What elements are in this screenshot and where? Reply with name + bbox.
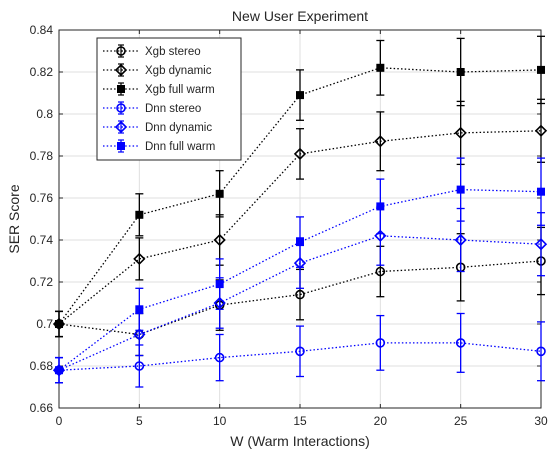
data-point-xgb-stereo: [375, 266, 386, 277]
data-point-xgb-full-warm: [376, 63, 385, 72]
error-bar-xgb-dynamic: [296, 128, 304, 180]
legend-label: Dnn dynamic: [145, 122, 212, 134]
data-point-dnn-stereo: [455, 338, 466, 348]
legend-item-dnn-dynamic: Dnn dynamic: [103, 120, 212, 134]
x-tick-label: 20: [374, 414, 388, 428]
data-point-xgb-stereo: [295, 289, 305, 300]
data-point-xgb-dynamic: [293, 147, 307, 161]
y-tick-label: 0.8: [36, 107, 53, 121]
data-point-xgb-dynamic: [534, 124, 548, 137]
data-point-xgb-dynamic: [133, 252, 146, 266]
y-tick-label: 0.68: [30, 359, 54, 373]
data-point-dnn-stereo: [134, 361, 145, 371]
y-tick-label: 0.78: [30, 149, 54, 163]
data-point-xgb-full-warm: [537, 65, 545, 74]
y-tick-label: 0.72: [30, 275, 54, 289]
error-bar-dnn-stereo: [215, 333, 224, 382]
x-tick-label: 15: [293, 414, 307, 428]
data-point-dnn-full-warm: [537, 187, 545, 196]
data-point-dnn-dynamic: [534, 238, 548, 251]
error-bar-xgb-dynamic: [376, 111, 385, 172]
y-tick-label: 0.82: [30, 65, 54, 79]
x-axis-label: W (Warm Interactions): [230, 433, 370, 449]
error-bar-dnn-stereo: [296, 325, 304, 378]
legend-item-xgb-dynamic: Xgb dynamic: [103, 63, 212, 77]
error-bar-dnn-stereo: [376, 314, 385, 371]
data-point-xgb-full-warm: [456, 68, 465, 76]
x-tick-label: 10: [213, 414, 227, 428]
legend-item-dnn-full-warm: Dnn full warm: [103, 139, 215, 153]
data-point-dnn-full-warm: [135, 305, 144, 314]
data-point-xgb-full-warm: [215, 189, 224, 198]
data-point-dnn-full-warm: [456, 185, 465, 194]
legend-label: Xgb full warm: [145, 84, 215, 96]
legend-label: Xgb dynamic: [145, 65, 212, 77]
data-point-xgb-full-warm: [135, 210, 144, 219]
x-tick-label: 30: [534, 414, 548, 428]
legend-marker: [117, 85, 125, 93]
legend: Xgb stereo Xgb dynamic Xgb full warm Dnn st…: [96, 37, 242, 161]
error-bar-xgb-dynamic: [135, 237, 144, 281]
data-point-dnn-full-warm: [215, 280, 224, 289]
legend-label: Dnn full warm: [145, 141, 215, 153]
legend-marker: [116, 46, 126, 56]
legend-marker: [116, 103, 126, 113]
legend-item-xgb-full-warm: Xgb full warm: [103, 82, 215, 96]
data-point-xgb-dynamic: [374, 135, 387, 148]
error-bar-dnn-stereo: [537, 321, 545, 382]
data-point-dnn-dynamic: [454, 233, 467, 247]
data-point-dnn-stereo: [375, 338, 386, 348]
series-layer: [52, 35, 548, 388]
data-point-dnn-full-warm: [376, 202, 385, 211]
data-point-xgb-dynamic: [213, 233, 226, 247]
data-point-dnn-dynamic: [293, 256, 307, 270]
x-tick-label: 0: [56, 414, 63, 428]
x-tick-label: 25: [454, 414, 468, 428]
data-point-dnn-stereo: [295, 346, 305, 357]
legend-label: Xgb stereo: [145, 46, 201, 58]
series-xgb-full-warm: [55, 35, 545, 338]
legend-marker: [114, 120, 128, 134]
legend-item-dnn-stereo: Dnn stereo: [103, 101, 201, 115]
y-tick-label: 0.76: [30, 191, 54, 205]
y-tick-label: 0.7: [36, 317, 53, 331]
data-point-dnn-stereo: [536, 346, 546, 357]
legend-marker: [117, 142, 125, 150]
x-tick-label: 5: [136, 414, 143, 428]
data-point-dnn-full-warm: [55, 366, 63, 375]
tick-layer: 0 5 10 15 20 25 30 0.66 0.68 0.7 0.72 0.74 0.76 0.78 0…: [30, 23, 548, 428]
error-bar-dnn-stereo: [456, 312, 465, 373]
chart-title: New User Experiment: [232, 8, 368, 24]
y-tick-label: 0.84: [30, 23, 54, 37]
data-point-dnn-stereo: [214, 352, 225, 363]
data-point-dnn-dynamic: [133, 328, 146, 341]
y-tick-label: 0.66: [30, 401, 54, 415]
data-point-xgb-full-warm: [55, 320, 63, 328]
legend-marker: [114, 63, 128, 77]
data-point-dnn-full-warm: [296, 238, 304, 247]
y-tick-label: 0.74: [30, 233, 54, 247]
y-axis-label: SER Score: [6, 184, 22, 253]
legend-item-xgb-stereo: Xgb stereo: [103, 44, 201, 58]
series-dnn-full-warm: [55, 157, 545, 384]
data-point-xgb-full-warm: [296, 91, 304, 100]
data-point-xgb-dynamic: [454, 126, 467, 140]
legend-label: Dnn stereo: [145, 103, 201, 115]
